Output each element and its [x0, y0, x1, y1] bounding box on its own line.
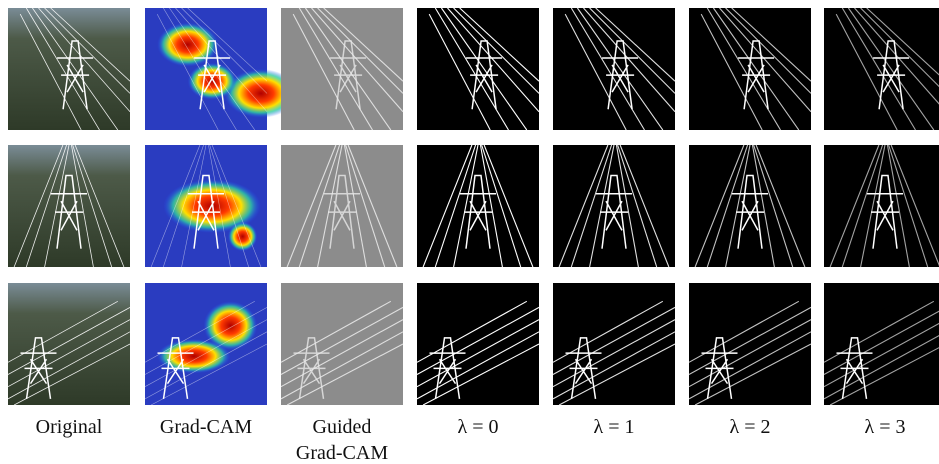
panel-image — [689, 283, 811, 405]
image-background — [553, 145, 675, 267]
panel-image — [281, 8, 403, 130]
image-background — [689, 145, 811, 267]
panel-image — [8, 8, 130, 130]
image-background — [417, 283, 539, 405]
panel-image — [417, 283, 539, 405]
image-background — [417, 145, 539, 267]
column-label: λ = 0 — [416, 414, 540, 440]
image-background — [8, 145, 130, 267]
panel-image — [824, 8, 939, 130]
image-background — [689, 283, 811, 405]
column-label: λ = 1 — [552, 414, 676, 440]
column-label: λ = 3 — [823, 414, 939, 440]
panel-image — [689, 145, 811, 267]
panel-image — [8, 283, 130, 405]
panel-image — [417, 145, 539, 267]
image-grid — [0, 0, 939, 464]
column-label: λ = 2 — [688, 414, 812, 440]
panel-image — [145, 283, 267, 405]
panel-image — [8, 145, 130, 267]
panel-image — [281, 145, 403, 267]
panel-image — [417, 8, 539, 130]
panel-image — [145, 8, 298, 130]
panel-image — [824, 283, 939, 405]
panel-image — [824, 145, 939, 267]
image-background — [281, 283, 403, 405]
panel-image — [553, 283, 675, 405]
panel-image — [553, 145, 675, 267]
figure: Original Grad-CAM Guided Grad-CAM λ = 0 λ = … — [0, 0, 939, 464]
image-background — [8, 283, 130, 405]
column-label: Guided Grad-CAM — [287, 414, 397, 464]
column-label: Original — [7, 414, 131, 440]
panel-image — [553, 8, 675, 130]
panel-image — [689, 8, 811, 130]
image-background — [281, 145, 403, 267]
panel-image — [145, 145, 267, 267]
image-background — [553, 283, 675, 405]
image-background — [824, 283, 939, 405]
column-label: Grad-CAM — [144, 414, 268, 440]
panel-image — [281, 283, 403, 405]
